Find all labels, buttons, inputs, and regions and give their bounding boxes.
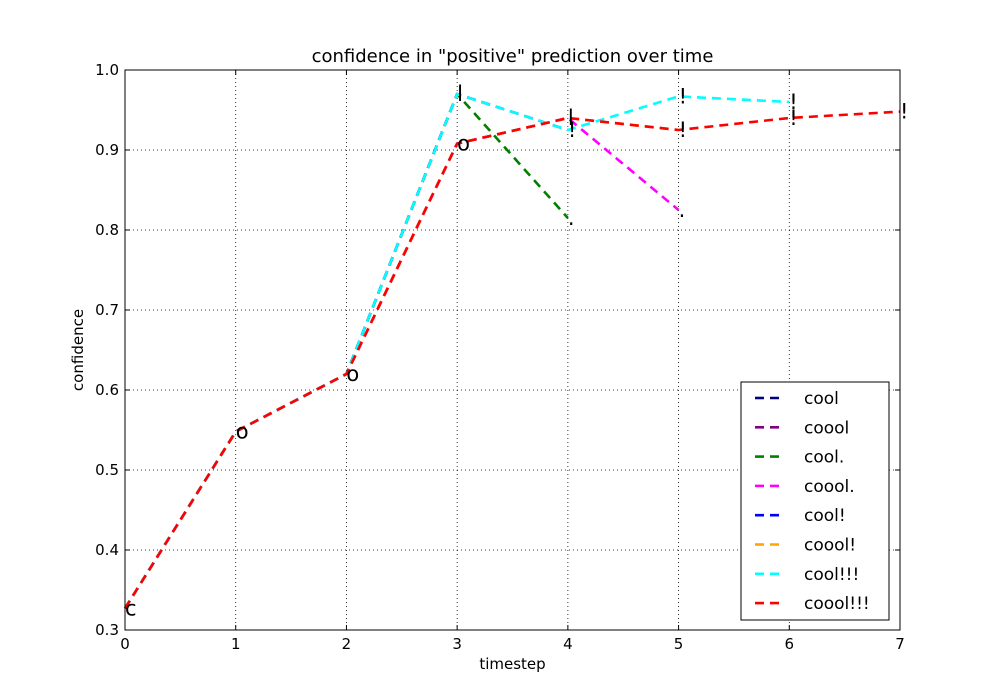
point-char-label: !: [789, 106, 797, 130]
legend-label: cool!: [804, 506, 846, 526]
point-char-label: .: [679, 198, 686, 222]
point-char-label: !: [900, 100, 908, 124]
y-tick-label: 0.8: [95, 221, 119, 239]
y-tick-label: 0.3: [95, 621, 119, 639]
x-tick-label: 2: [342, 635, 352, 653]
axis-ticks: 0 1 2 3 4 5 6 7 0.3 0.4 0.5 0.6 0.7 0.8 0.9 1.0: [95, 61, 905, 653]
legend-label: coool: [804, 418, 849, 438]
y-tick-label: 0.9: [95, 141, 119, 159]
y-tick-label: 1.0: [95, 61, 119, 79]
grid: [125, 70, 900, 630]
point-char-label: .: [568, 206, 575, 230]
point-char-label: !: [679, 118, 687, 142]
legend-box: [740, 381, 890, 621]
x-axis-label: timestep: [479, 655, 545, 673]
legend-label: coool!!!: [804, 594, 870, 614]
legend: cool coool cool. coool. cool! coool! cool!!! co…: [740, 381, 890, 621]
series-line-cool!!!: [123, 92, 790, 610]
legend-label: coool!: [804, 536, 856, 556]
y-tick-label: 0.7: [95, 301, 119, 319]
y-tick-label: 0.5: [95, 461, 119, 479]
x-tick-label: 4: [563, 635, 573, 653]
point-char-label: o: [236, 420, 249, 444]
legend-label: cool!!!: [804, 565, 859, 585]
y-tick-label: 0.6: [95, 381, 119, 399]
legend-label: cool.: [804, 448, 844, 468]
x-tick-label: 3: [452, 635, 462, 653]
series-line-coool!!!: [123, 110, 901, 610]
y-axis-label: confidence: [69, 309, 87, 391]
point-char-label: !: [568, 118, 576, 142]
x-tick-label: 6: [785, 635, 795, 653]
x-tick-label: 1: [231, 635, 241, 653]
point-char-label: o: [457, 132, 470, 156]
y-tick-label: 0.4: [95, 541, 119, 559]
point-char-label: c: [125, 596, 137, 620]
point-char-label: o: [346, 362, 359, 386]
point-char-label: l: [457, 82, 463, 106]
legend-label: coool.: [804, 477, 855, 497]
point-char-label: l: [568, 106, 574, 130]
plot-frame: [124, 69, 901, 631]
x-tick-label: 0: [120, 635, 130, 653]
legend-label: cool: [804, 389, 839, 409]
point-char-label: !: [679, 84, 687, 108]
x-tick-label: 7: [895, 635, 905, 653]
chart-title: confidence in "positive" prediction over…: [312, 46, 714, 67]
x-tick-label: 5: [674, 635, 684, 653]
point-char-label: !: [789, 90, 797, 114]
series-lines: [123, 92, 901, 610]
